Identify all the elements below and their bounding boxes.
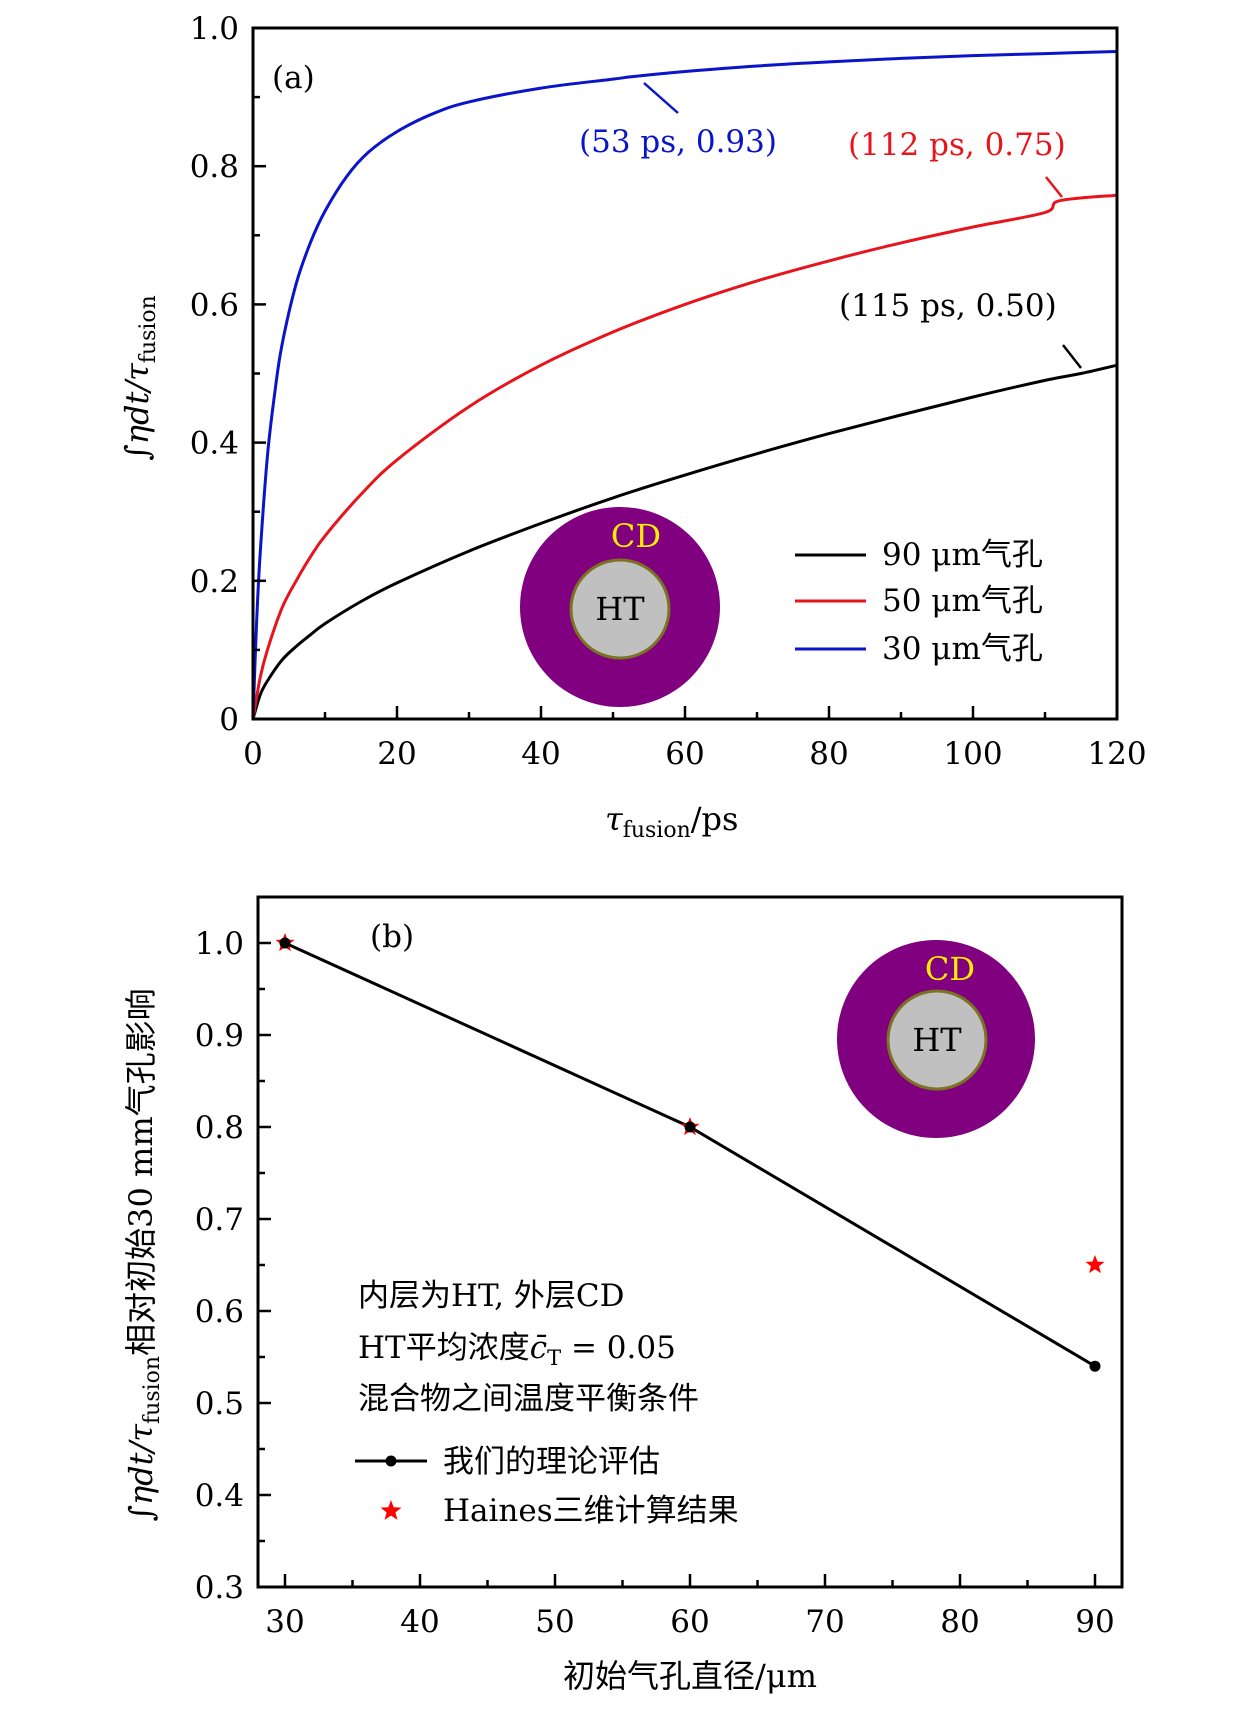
panel-b-legend: 我们的理论评估 Haines三维计算结果 bbox=[355, 1444, 739, 1529]
panel-b-y-tick-label: 0.8 bbox=[195, 1110, 244, 1146]
series-line-50um bbox=[251, 193, 1118, 720]
annotation-leader-red bbox=[1045, 176, 1063, 198]
annotation-black: (115 ps, 0.50) bbox=[839, 288, 1057, 324]
panel-a-x-tick-label: 100 bbox=[943, 736, 1002, 772]
panel-b-x-tick-label: 80 bbox=[940, 1604, 979, 1640]
panel-a-curves bbox=[251, 50, 1118, 720]
haines-star-marker bbox=[1085, 1255, 1105, 1274]
panel-a-y-tick-label: 1.0 bbox=[190, 11, 239, 47]
panel-a-y-tick-label: 0.2 bbox=[190, 564, 239, 600]
condition-line-2: HT平均浓度c̄T = 0.05 bbox=[358, 1330, 676, 1370]
legend-swatch-theory-marker bbox=[385, 1455, 397, 1467]
panel-b-y-tick-label: 0.9 bbox=[195, 1018, 244, 1054]
panel-a-y-tick-label: 0.6 bbox=[190, 287, 239, 323]
panel-a-x-tick-label: 0 bbox=[243, 736, 263, 772]
panel-a-y-tick-label: 0.8 bbox=[190, 149, 239, 185]
condition-line-2-sub: T bbox=[547, 1346, 561, 1370]
legend-item-theory: 我们的理论评估 bbox=[355, 1444, 660, 1480]
legend-label-50um: 50 μm气孔 bbox=[882, 583, 1043, 619]
panel-a-x-tick-label: 20 bbox=[377, 736, 416, 772]
panel-a-y-tick-label: 0 bbox=[219, 702, 239, 738]
legend-item-30um: 30 μm气孔 bbox=[795, 631, 1043, 667]
panel-a-x-tick-label: 80 bbox=[809, 736, 848, 772]
inset-cd-label: CD bbox=[611, 517, 661, 555]
x-title-tail: /ps bbox=[691, 800, 739, 838]
panel-b-y-tick-label: 1.0 bbox=[195, 926, 244, 962]
panel-b-x-tick-label: 30 bbox=[265, 1604, 304, 1640]
y-title-sub: fusion bbox=[140, 1356, 165, 1424]
legend-item-50um: 50 μm气孔 bbox=[795, 583, 1043, 619]
condition-line-2-var: c̄ bbox=[530, 1330, 547, 1366]
panel-b-series bbox=[275, 933, 1105, 1372]
series-line-90um bbox=[251, 363, 1118, 720]
condition-line-2-tail: = 0.05 bbox=[561, 1330, 676, 1366]
panel-b-axes: 30 40 50 60 70 80 90 0.3 0.4 0.5 0.6 0.7 0.8 0.9 1.0 bbox=[195, 895, 1124, 1640]
legend-label-90um: 90 μm气孔 bbox=[882, 537, 1043, 573]
condition-line-3: 混合物之间温度平衡条件 bbox=[358, 1381, 699, 1417]
panel-b-x-axis-title: 初始气孔直径/μm bbox=[563, 1657, 817, 1695]
legend-label-theory: 我们的理论评估 bbox=[443, 1444, 660, 1480]
legend-label-haines: Haines三维计算结果 bbox=[443, 1493, 739, 1529]
legend-item-90um: 90 μm气孔 bbox=[795, 537, 1043, 573]
panel-b-x-tick-label: 90 bbox=[1075, 1604, 1114, 1640]
panel-b-conditions-text: 内层为HT, 外层CD HT平均浓度c̄T = 0.05 混合物之间温度平衡条件 bbox=[358, 1278, 699, 1417]
annotation-red: (112 ps, 0.75) bbox=[848, 127, 1066, 163]
panel-b-x-tick-label: 60 bbox=[670, 1604, 709, 1640]
panel-a-x-tick-label: 40 bbox=[521, 736, 560, 772]
theory-point-marker bbox=[684, 1121, 696, 1133]
theory-point-marker bbox=[279, 937, 291, 949]
panel-b-x-tick-label: 70 bbox=[805, 1604, 844, 1640]
condition-line-1: 内层为HT, 外层CD bbox=[358, 1278, 624, 1314]
legend-swatch-haines-star bbox=[380, 1500, 402, 1520]
annotation-leader-blue bbox=[643, 82, 679, 114]
inset-inner-ht-circle bbox=[569, 558, 671, 660]
panel-b-y-tick-label: 0.5 bbox=[195, 1386, 244, 1422]
legend-label-30um: 30 μm气孔 bbox=[882, 631, 1043, 667]
panel-a-y-axis-title: ∫ηdt/τfusion bbox=[118, 295, 161, 461]
panel-b-y-axis-title: ∫ηdt/τfusion相对初始30 mm气孔影响 bbox=[122, 988, 165, 1521]
y-title-main: ∫ηdt/τ bbox=[122, 1423, 160, 1522]
panel-a-axes: 0 20 40 60 80 100 120 0 0.2 0.4 0.6 0.8 1.0 bbox=[190, 11, 1147, 772]
panel-b: CD HT (b) 内层为HT, 外层CD HT平均浓度c̄T = 0.05 混… bbox=[122, 895, 1124, 1695]
panel-a-x-tick-label: 60 bbox=[665, 736, 704, 772]
x-title-tau: τ bbox=[605, 800, 624, 838]
inset-ht-label: HT bbox=[912, 1021, 962, 1059]
panel-a-annotations: (53 ps, 0.93) (112 ps, 0.75) (115 ps, 0.… bbox=[579, 82, 1082, 369]
annotation-leader-black bbox=[1062, 344, 1082, 369]
series-line-30um bbox=[251, 50, 1118, 720]
panel-a-y-tick-label: 0.4 bbox=[190, 426, 239, 462]
panel-b-x-tick-label: 40 bbox=[400, 1604, 439, 1640]
inset-inner-ht-circle bbox=[886, 989, 988, 1091]
panel-a-inset-diagram: CD HT bbox=[520, 507, 720, 707]
panel-b-x-tick-label: 50 bbox=[535, 1604, 574, 1640]
theory-point-marker bbox=[1089, 1360, 1101, 1372]
y-title-tail: 相对初始30 mm气孔影响 bbox=[122, 988, 160, 1356]
panel-b-inset-diagram: CD HT bbox=[837, 940, 1035, 1138]
panel-b-y-tick-label: 0.4 bbox=[195, 1478, 244, 1514]
y-title-sub: fusion bbox=[136, 295, 161, 363]
panel-a-x-axis-title: τfusion/ps bbox=[605, 800, 738, 843]
panel-b-y-tick-label: 0.3 bbox=[195, 1570, 244, 1606]
x-title-sub: fusion bbox=[623, 818, 691, 843]
annotation-blue: (53 ps, 0.93) bbox=[579, 124, 777, 160]
inset-cd-label: CD bbox=[925, 950, 975, 988]
panel-a: CD HT (53 ps, 0.93) (112 ps, 0.75) (115 … bbox=[118, 11, 1147, 843]
panel-b-y-tick-label: 0.6 bbox=[195, 1294, 244, 1330]
panel-a-label: (a) bbox=[272, 60, 315, 96]
panel-a-legend: 90 μm气孔 50 μm气孔 30 μm气孔 bbox=[795, 537, 1043, 667]
panel-b-y-tick-label: 0.7 bbox=[195, 1202, 244, 1238]
condition-line-2-prefix: HT平均浓度 bbox=[358, 1330, 530, 1366]
legend-item-haines: Haines三维计算结果 bbox=[380, 1493, 739, 1529]
inset-ht-label: HT bbox=[595, 590, 645, 628]
panel-b-label: (b) bbox=[370, 919, 414, 955]
panel-a-x-tick-label: 120 bbox=[1087, 736, 1146, 772]
y-title-main: ∫ηdt/τ bbox=[118, 362, 156, 461]
